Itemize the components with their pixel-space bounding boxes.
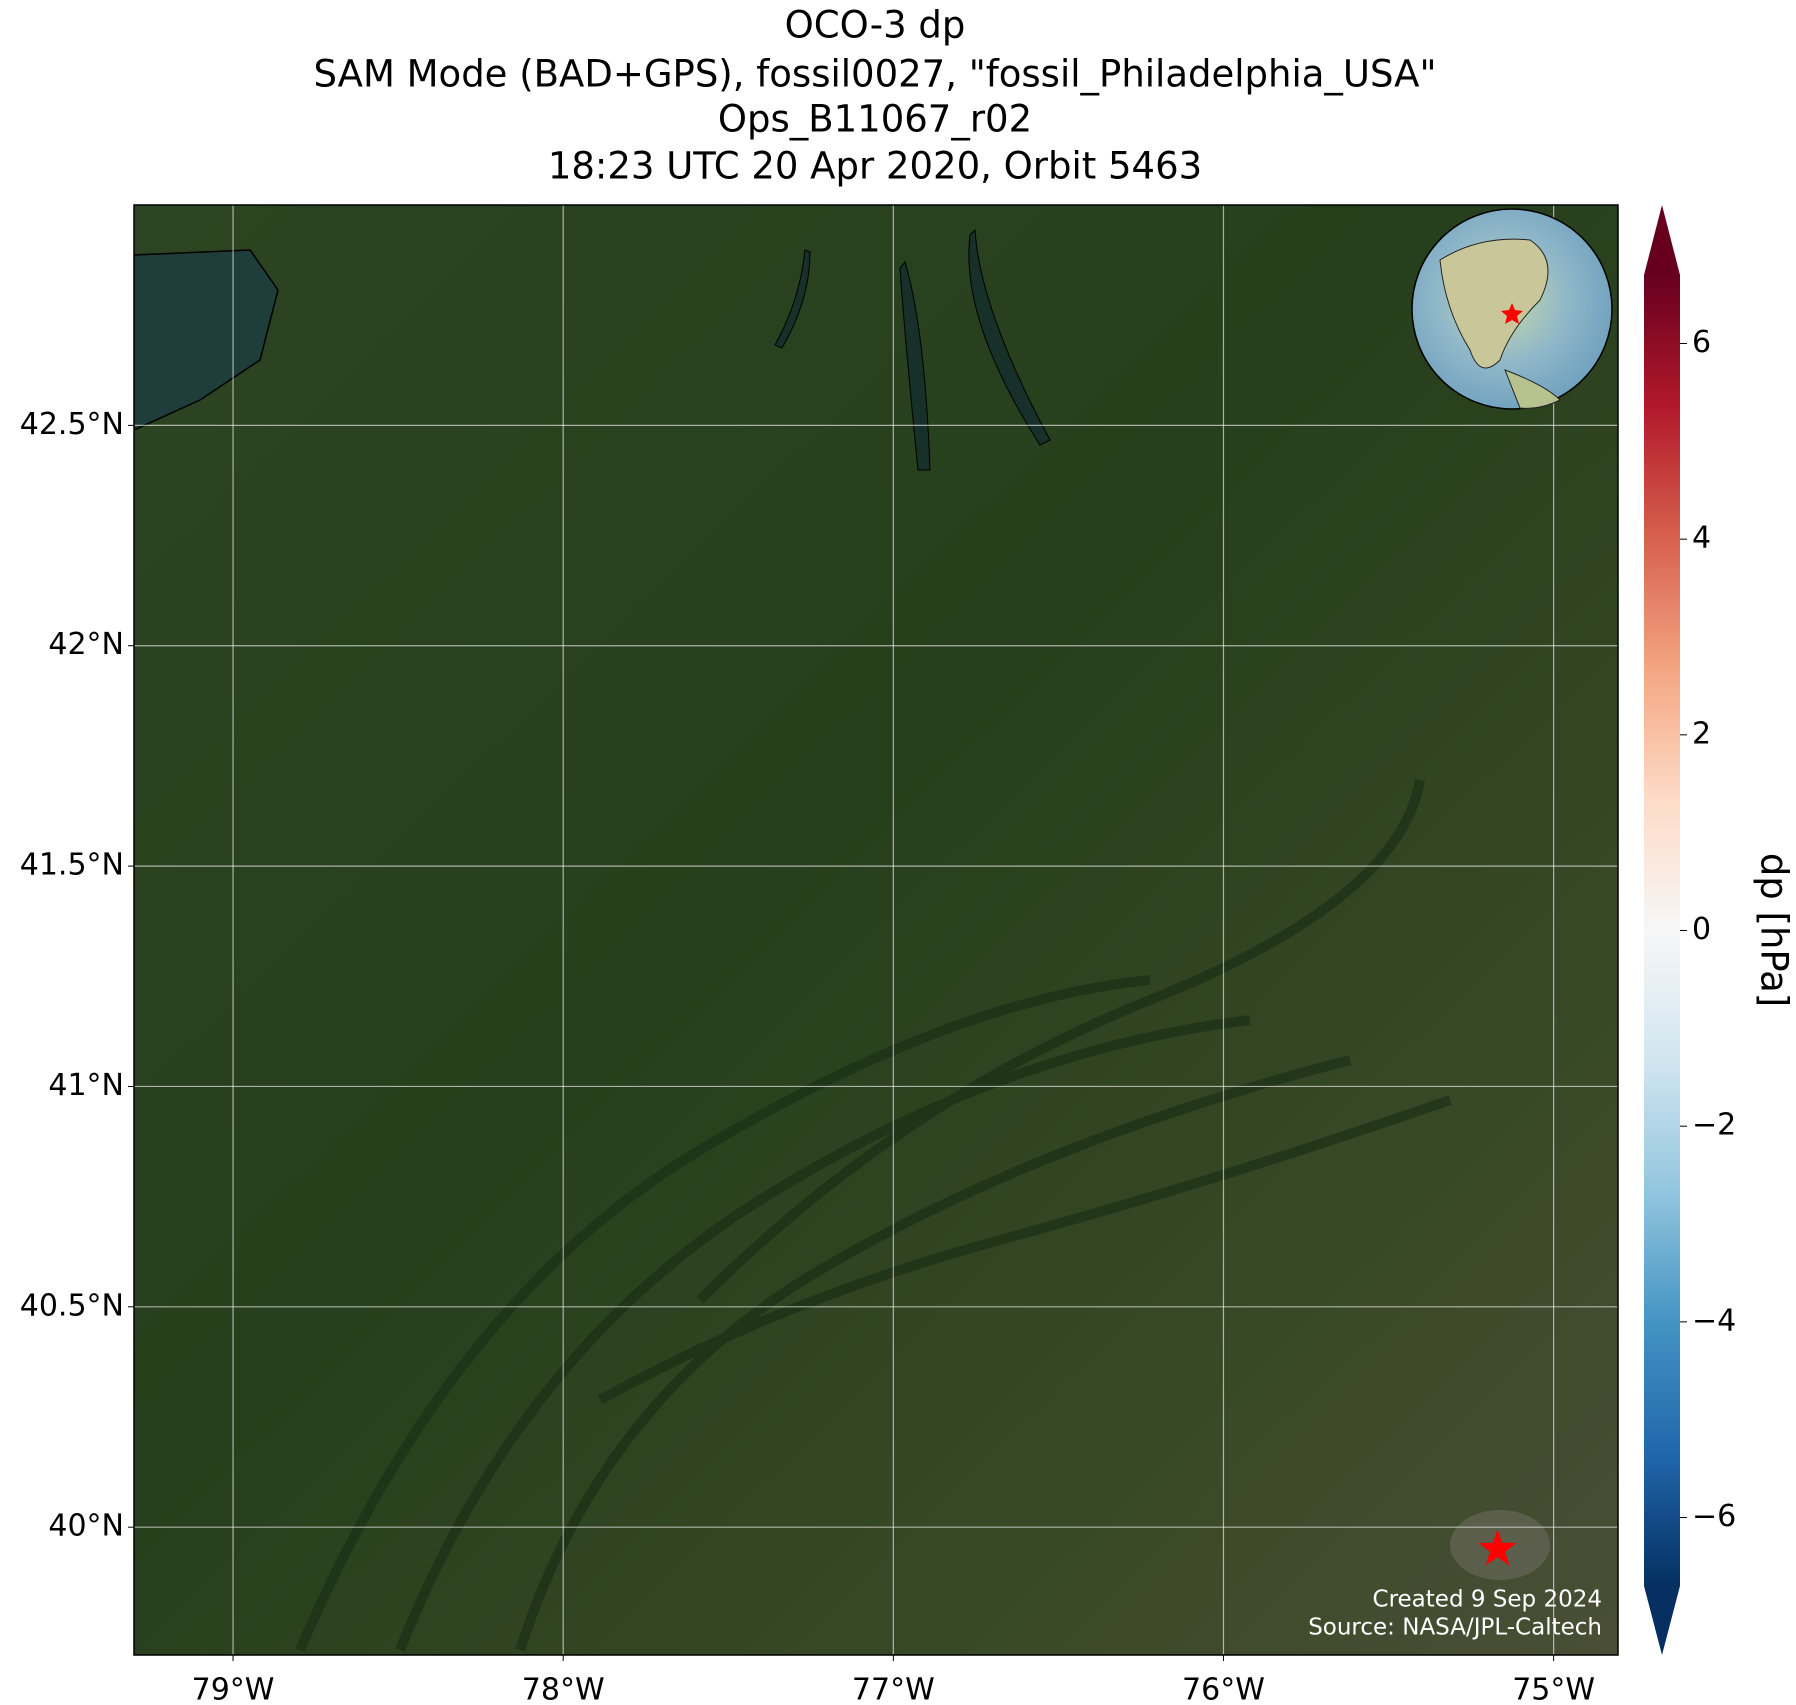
- y-tick-label: 42°N: [48, 627, 124, 662]
- map-frame: [133, 204, 1619, 1656]
- x-tick-label: 78°W: [522, 1673, 605, 1705]
- land: [134, 205, 1618, 1655]
- lake: [899, 260, 931, 471]
- colorbar-tick-label: −2: [1692, 1108, 1736, 1143]
- credit: Created 9 Sep 2024: [1373, 1587, 1602, 1613]
- site-marker: [1478, 1529, 1517, 1566]
- ridges: [295, 779, 1452, 1652]
- x-tick-label: 77°W: [852, 1673, 935, 1705]
- y-tick-label: 41.5°N: [20, 848, 124, 883]
- x-tick-label: 75°W: [1512, 1673, 1595, 1705]
- globe-star: [1501, 303, 1523, 324]
- title: OCO-3 dp: [785, 4, 966, 47]
- credit: Source: NASA/JPL-Caltech: [1308, 1615, 1602, 1641]
- colorbar-body: [1644, 275, 1680, 1586]
- colorbar-label: dp [hPa]: [1753, 853, 1796, 1007]
- colorbar-tick-label: −6: [1692, 1499, 1736, 1534]
- lake: [134, 249, 279, 431]
- colorbar-extend: [1644, 205, 1680, 275]
- basemap: [134, 205, 1618, 1655]
- title: Ops_B11067_r02: [718, 98, 1032, 141]
- y-tick-label: 42.5°N: [20, 407, 124, 442]
- colorbar-tick-label: 6: [1692, 325, 1711, 360]
- lake: [774, 249, 811, 349]
- continent: [1504, 369, 1561, 409]
- colorbar-tick-label: −4: [1692, 1303, 1736, 1338]
- y-tick-label: 41°N: [48, 1068, 124, 1103]
- gridlines: [134, 205, 1618, 1655]
- lake: [968, 228, 1051, 446]
- colorbar: [1644, 205, 1680, 1655]
- y-tick-label: 40.5°N: [20, 1288, 124, 1323]
- colorbar-extend: [1644, 1586, 1680, 1655]
- title: SAM Mode (BAD+GPS), fossil0027, "fossil_…: [313, 53, 1436, 96]
- y-tick-label: 40°N: [48, 1509, 124, 1544]
- continent: [1439, 238, 1549, 369]
- globe-inset: [1411, 208, 1613, 410]
- colorbar-tick-label: 0: [1692, 912, 1711, 947]
- title: 18:23 UTC 20 Apr 2020, Orbit 5463: [548, 145, 1202, 188]
- colorbar-tick-label: 4: [1692, 521, 1711, 556]
- colorbar-tick-label: 2: [1692, 716, 1711, 751]
- x-tick-label: 79°W: [192, 1673, 275, 1705]
- x-tick-label: 76°W: [1182, 1673, 1265, 1705]
